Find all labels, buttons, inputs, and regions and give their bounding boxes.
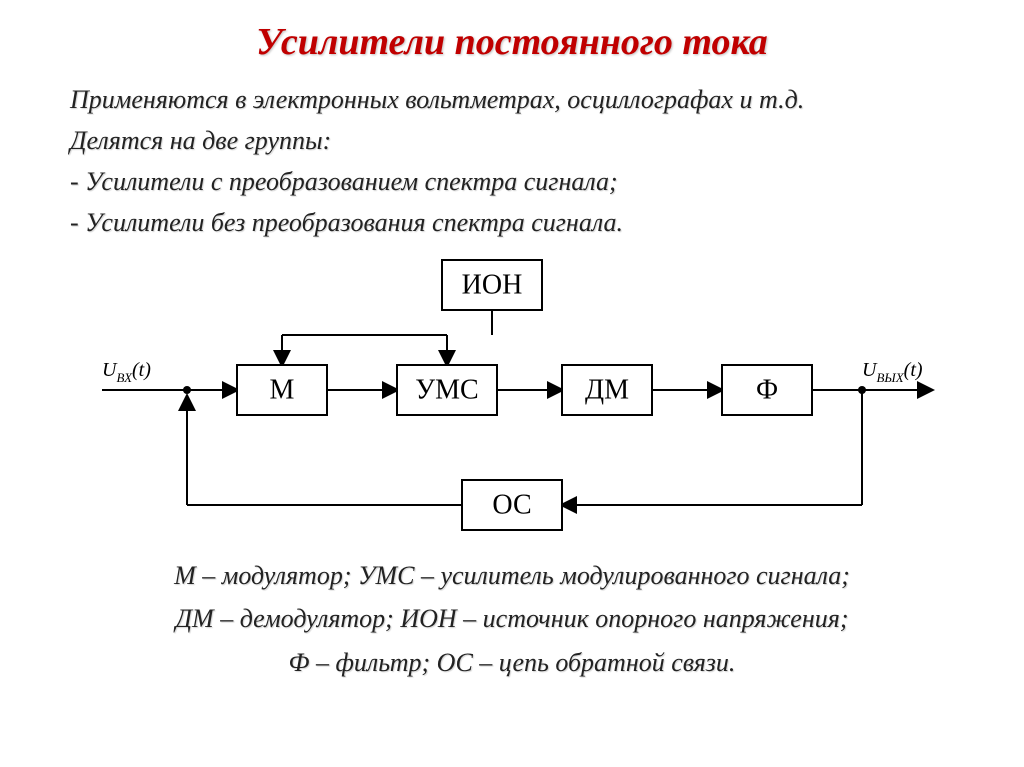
svg-text:UВЫХ(t): UВЫХ(t) [862,359,923,385]
group-1: - Усилители с преобразованием спектра си… [40,164,984,199]
svg-text:УМС: УМС [415,375,478,406]
svg-text:Ф: Ф [756,375,778,406]
legend-line-1: М – модулятор; УМС – усилитель модулиров… [40,558,984,593]
groups-heading: Делятся на две группы: [40,123,984,158]
group-2: - Усилители без преобразования спектра с… [40,205,984,240]
svg-text:UВХ(t): UВХ(t) [102,359,151,385]
svg-text:ДМ: ДМ [585,375,629,406]
svg-text:М: М [270,375,295,406]
legend-line-2: ДМ – демодулятор; ИОН – источник опорног… [40,601,984,636]
svg-text:ИОН: ИОН [462,270,523,301]
block-diagram: UВХ(t) UВЫХ(t) ИОН М УМС ДМ Ф ОС [72,250,952,550]
legend-line-3: Ф – фильтр; ОС – цепь обратной связи. [40,645,984,680]
svg-text:ОС: ОС [492,490,531,521]
page-title: Усилители постоянного тока [40,20,984,64]
intro-paragraph: Применяются в электронных вольтметрах, о… [40,82,984,117]
